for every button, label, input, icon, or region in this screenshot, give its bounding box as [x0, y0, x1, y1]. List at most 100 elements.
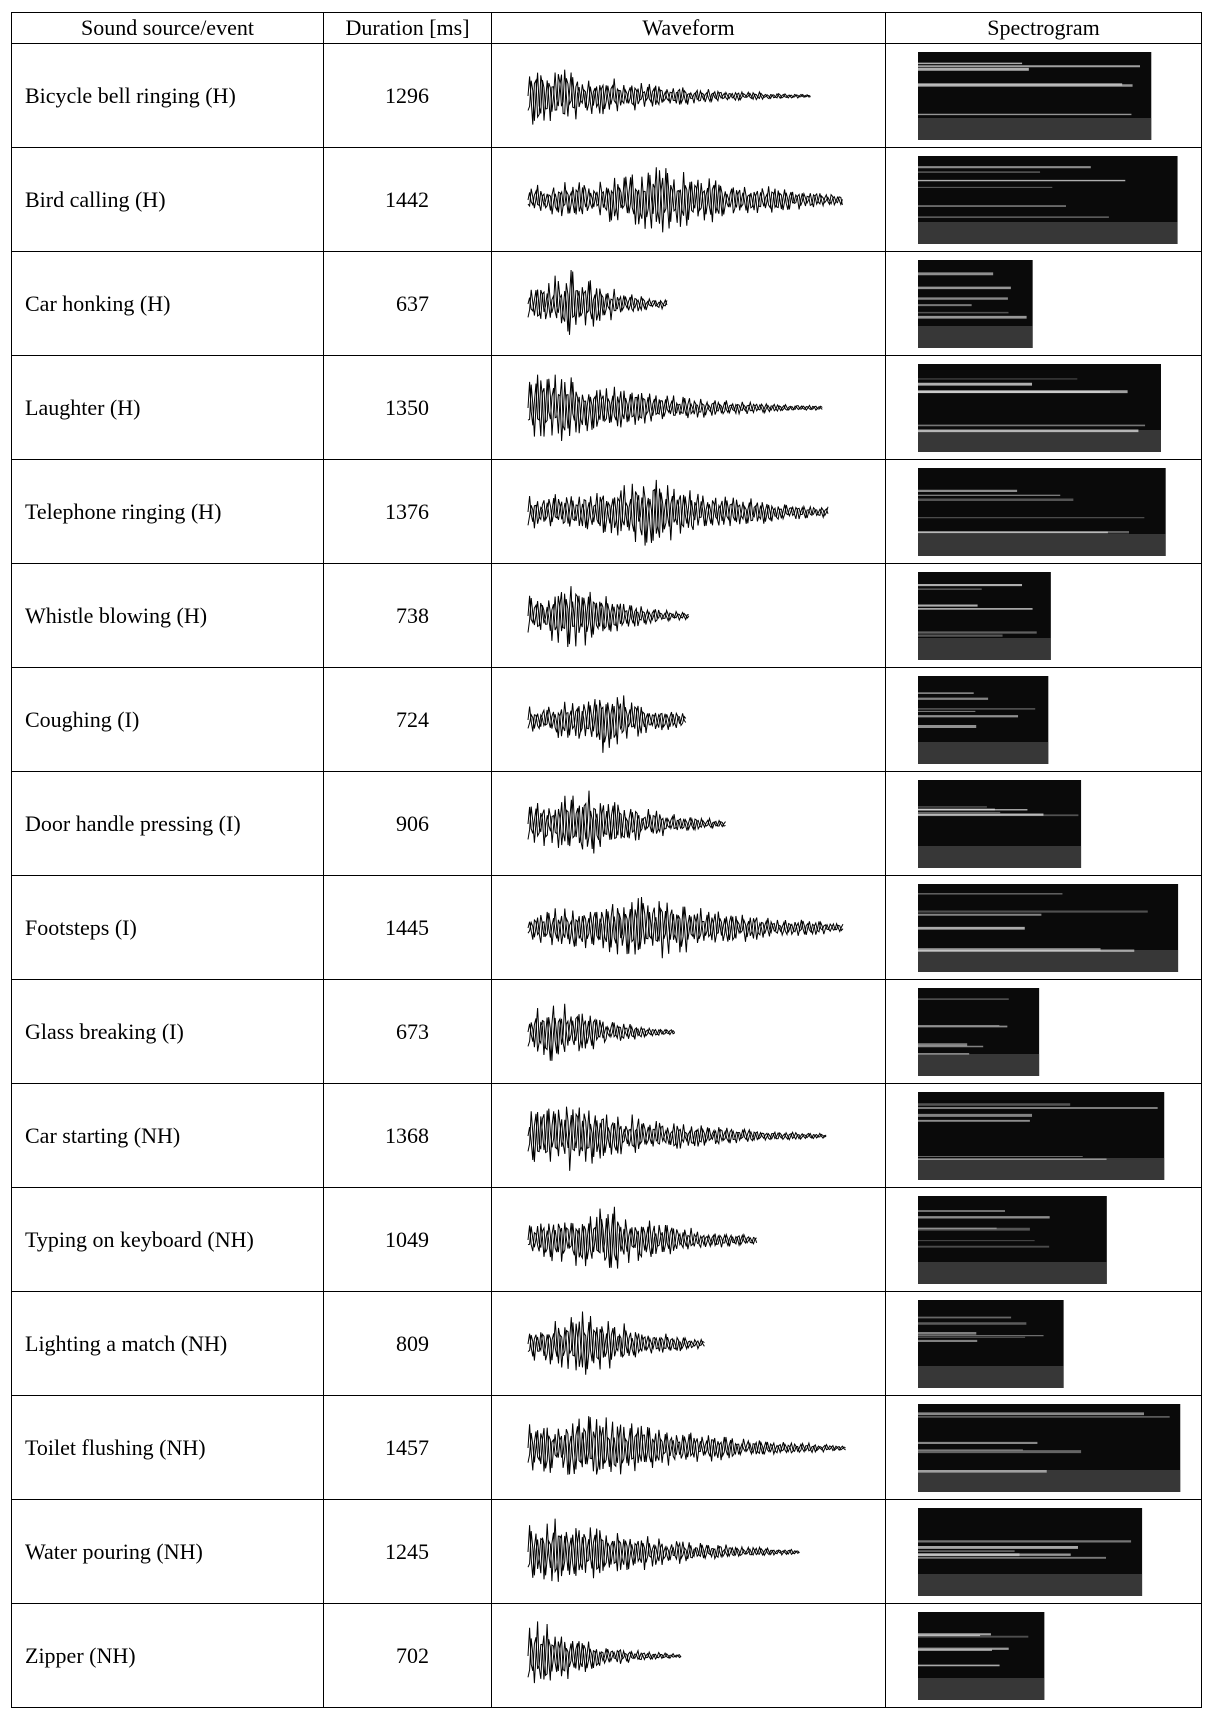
spectrogram-noise — [918, 1261, 1107, 1284]
spectrogram-cell — [885, 251, 1202, 356]
sound-name: Lighting a match (NH) — [11, 1291, 324, 1396]
spectrogram-noise — [918, 325, 1033, 348]
spectrogram — [918, 883, 1179, 972]
spectrogram-cell — [885, 1603, 1202, 1708]
spectrogram-noise — [918, 1469, 1181, 1492]
waveform-trace — [527, 167, 843, 232]
table-row: Whistle blowing (H) 738 — [11, 563, 1202, 668]
header-cell: Spectrogram — [885, 12, 1202, 44]
spectrogram-noise — [918, 1365, 1064, 1388]
table-row: Toilet flushing (NH) 1457 — [11, 1395, 1202, 1500]
spectrogram-cell — [885, 1083, 1202, 1188]
spectrogram-noise — [918, 1573, 1143, 1596]
table-row: Water pouring (NH) 1245 — [11, 1499, 1202, 1604]
duration: 702 — [323, 1603, 492, 1708]
waveform-cell — [491, 147, 886, 252]
spectrogram-cell — [885, 875, 1202, 980]
spectrogram — [918, 259, 1033, 348]
spectrogram — [918, 779, 1082, 868]
waveform-trace — [527, 374, 823, 437]
waveform-trace — [527, 1523, 800, 1579]
waveform — [527, 1415, 846, 1475]
waveform-trace — [527, 790, 726, 849]
waveform — [527, 694, 687, 753]
spectrogram-cell — [885, 43, 1202, 148]
waveform-trace — [527, 591, 690, 646]
waveform — [527, 1518, 800, 1582]
table-row: Telephone ringing (H) 1376 — [11, 459, 1202, 564]
table-row: Door handle pressing (I) 906 — [11, 771, 1202, 876]
spectrogram-cell — [885, 1291, 1202, 1396]
waveform-cell — [491, 1291, 886, 1396]
waveform — [527, 374, 823, 441]
waveform-trace — [527, 1007, 676, 1061]
spectrogram-cell — [885, 1395, 1202, 1500]
table-row: Laughter (H) 1350 — [11, 355, 1202, 460]
spectrogram-noise — [918, 533, 1166, 556]
sound-name: Toilet flushing (NH) — [11, 1395, 324, 1500]
waveform-trace — [527, 166, 843, 225]
waveform-cell — [491, 1187, 886, 1292]
waveform-trace — [527, 1106, 827, 1171]
duration: 738 — [323, 563, 492, 668]
header-cell: Sound source/event — [11, 12, 324, 44]
sound-table: Sound source/event Duration [ms] Wavefor… — [11, 12, 1202, 1708]
waveform — [527, 1310, 705, 1375]
waveform-trace — [527, 795, 726, 854]
spectrogram-cell — [885, 979, 1202, 1084]
sound-name: Zipper (NH) — [11, 1603, 324, 1708]
waveform-cell — [491, 1083, 886, 1188]
waveform — [527, 479, 829, 546]
table-row: Footsteps (I) 1445 — [11, 875, 1202, 980]
waveform — [527, 790, 726, 854]
spectrogram — [918, 1507, 1143, 1596]
spectrogram-cell — [885, 1187, 1202, 1292]
table-row: Car starting (NH) 1368 — [11, 1083, 1202, 1188]
table-row: Bicycle bell ringing (H) 1296 — [11, 43, 1202, 148]
waveform-cell — [491, 563, 886, 668]
sound-name: Car starting (NH) — [11, 1083, 324, 1188]
waveform-trace — [527, 1620, 682, 1683]
duration: 1350 — [323, 355, 492, 460]
waveform-trace — [527, 1518, 800, 1582]
waveform-trace — [527, 1109, 827, 1164]
waveform-cell — [491, 459, 886, 564]
header-cell: Duration [ms] — [323, 12, 492, 44]
waveform-cell — [491, 667, 886, 772]
sound-name: Whistle blowing (H) — [11, 563, 324, 668]
waveform-cell — [491, 771, 886, 876]
spectrogram-noise — [918, 637, 1051, 660]
header-row: Sound source/event Duration [ms] Wavefor… — [11, 12, 1202, 44]
spectrogram-cell — [885, 563, 1202, 668]
spectrogram-cell — [885, 771, 1202, 876]
spectrogram — [918, 1611, 1045, 1700]
table-body: Bicycle bell ringing (H) 1296 Bird calling… — [11, 43, 1202, 1708]
spectrogram — [918, 1403, 1181, 1492]
sound-name: Typing on keyboard (NH) — [11, 1187, 324, 1292]
header-cell: Waveform — [491, 12, 886, 44]
duration: 1457 — [323, 1395, 492, 1500]
spectrogram — [918, 675, 1049, 764]
table-row: Lighting a match (NH) 809 — [11, 1291, 1202, 1396]
spectrogram-noise — [918, 429, 1161, 452]
spectrogram-cell — [885, 1499, 1202, 1604]
waveform-cell — [491, 355, 886, 460]
duration: 809 — [323, 1291, 492, 1396]
sound-name: Footsteps (I) — [11, 875, 324, 980]
spectrogram-cell — [885, 355, 1202, 460]
spectrogram — [918, 571, 1051, 660]
sound-name: Telephone ringing (H) — [11, 459, 324, 564]
waveform-trace — [527, 376, 823, 441]
sound-name: Glass breaking (I) — [11, 979, 324, 1084]
waveform — [527, 1106, 827, 1171]
waveform — [527, 1620, 682, 1683]
waveform-cell — [491, 251, 886, 356]
duration: 1049 — [323, 1187, 492, 1292]
duration: 724 — [323, 667, 492, 772]
table-row: Bird calling (H) 1442 — [11, 147, 1202, 252]
waveform-trace — [527, 270, 668, 335]
spectrogram-noise — [918, 117, 1152, 140]
waveform — [527, 269, 668, 335]
duration: 637 — [323, 251, 492, 356]
spectrogram — [918, 1299, 1064, 1388]
